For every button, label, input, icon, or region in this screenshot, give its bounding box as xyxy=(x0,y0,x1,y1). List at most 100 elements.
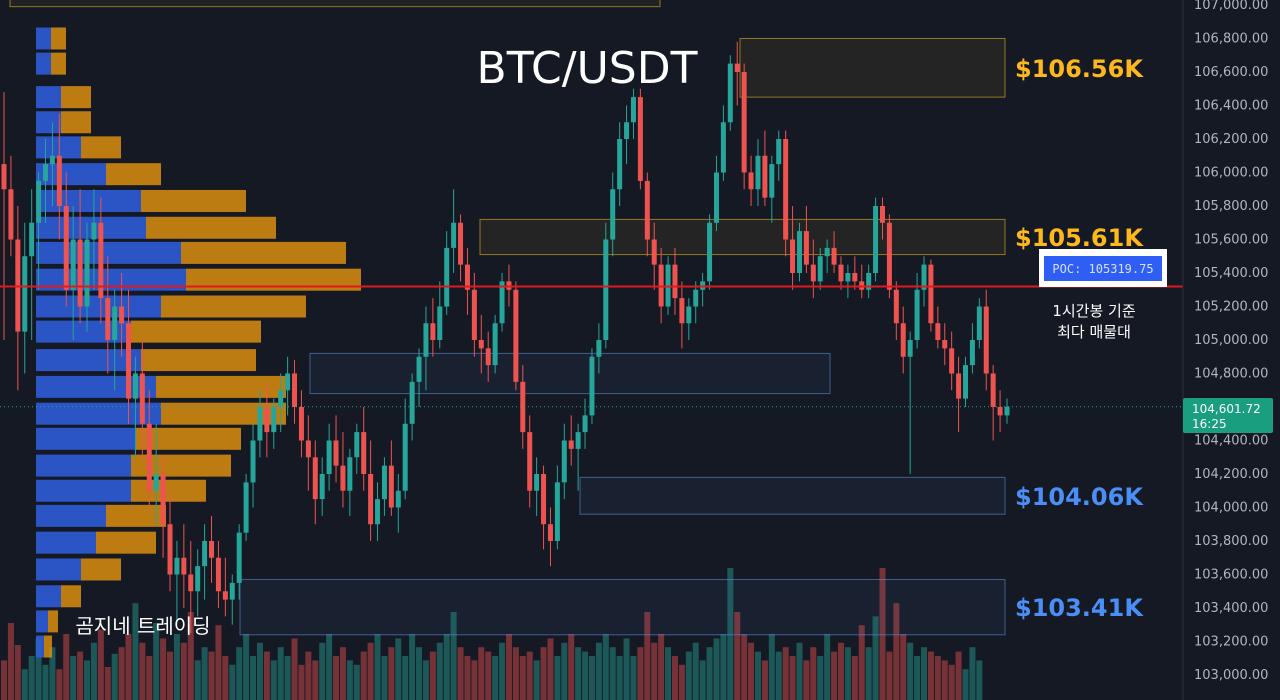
volume-bar xyxy=(77,651,84,700)
watermark: 곰지네 트레이딩 xyxy=(75,614,210,638)
candle-body xyxy=(755,155,761,190)
volume-bar xyxy=(457,647,464,700)
candle-body xyxy=(409,381,415,424)
price-axis-tick-label: 103,600.00 xyxy=(1194,568,1268,583)
volume-bar xyxy=(132,603,139,700)
volume-bar xyxy=(630,656,637,700)
volume-profile-buy-bar xyxy=(36,27,51,50)
candle-body xyxy=(817,256,823,282)
price-zone-label: $104.06K xyxy=(1015,483,1144,511)
volume-bar xyxy=(360,651,367,700)
candle-body xyxy=(1,164,7,190)
volume-profile-sell-bar xyxy=(61,585,81,608)
volume-bar xyxy=(388,647,395,700)
price-axis-tick-label: 106,200.00 xyxy=(1194,132,1268,147)
candle-body xyxy=(84,239,90,307)
candle-body xyxy=(91,222,97,240)
candle-body xyxy=(513,289,519,382)
volume-profile-buy-bar xyxy=(36,86,61,109)
candle-body xyxy=(949,348,955,374)
volume-bar xyxy=(353,664,360,700)
volume-bar xyxy=(941,660,948,700)
candle-body xyxy=(119,306,125,324)
volume-bar xyxy=(339,647,346,700)
candle-body xyxy=(36,180,42,223)
candle-body xyxy=(63,206,69,290)
volume-bar xyxy=(194,660,201,700)
price-zone-label: $105.61K xyxy=(1015,224,1144,252)
volume-bar xyxy=(201,647,208,700)
volume-bar xyxy=(948,664,955,700)
volume-bar xyxy=(858,625,865,700)
volume-bar xyxy=(533,660,540,700)
candle-body xyxy=(319,474,325,500)
volume-bar xyxy=(139,642,146,700)
volume-profile-sell-bar xyxy=(106,504,166,527)
volume-bar xyxy=(422,660,429,700)
candle-body xyxy=(845,273,851,282)
volume-profile-sell-bar xyxy=(181,241,346,264)
volume-profile-buy-bar xyxy=(36,349,141,372)
volume-bar xyxy=(748,642,755,700)
volume-bar xyxy=(7,623,14,700)
volume-profile-buy-bar xyxy=(36,241,181,264)
volume-bar xyxy=(104,667,111,700)
volume-bar xyxy=(685,651,692,700)
volume-profile-buy-bar xyxy=(36,610,48,633)
candle-body xyxy=(928,264,934,324)
volume-bar xyxy=(346,660,353,700)
volume-bar xyxy=(21,669,28,700)
candle-body xyxy=(485,348,491,366)
volume-profile-buy-bar xyxy=(36,402,161,425)
volume-bar xyxy=(540,647,547,700)
volume-profile-buy-bar xyxy=(36,479,131,502)
candle-body xyxy=(423,323,429,357)
candle-body xyxy=(651,239,657,265)
candle-body xyxy=(264,407,270,433)
candle-body xyxy=(292,373,298,407)
candle-body xyxy=(734,63,740,72)
volume-bar xyxy=(671,656,678,700)
volume-profile-sell-bar xyxy=(51,52,66,75)
candle-body xyxy=(575,432,581,449)
candle-body xyxy=(783,139,789,240)
reference-lines xyxy=(0,285,1183,408)
candle-body xyxy=(347,457,353,491)
volume-bar xyxy=(291,638,298,700)
volume-profile-sell-bar xyxy=(131,454,231,477)
mid-zone-box xyxy=(309,352,831,395)
candle-body xyxy=(43,164,49,181)
candle-body xyxy=(541,474,547,525)
candle-body xyxy=(527,432,533,491)
candle-body xyxy=(381,465,387,500)
volume-bar xyxy=(416,647,423,700)
volume-bar xyxy=(97,629,104,700)
candle-body xyxy=(790,239,796,273)
candle-body xyxy=(644,180,650,240)
volume-bar xyxy=(824,634,831,700)
volume-bar xyxy=(429,651,436,700)
candle-body xyxy=(49,155,55,165)
candlesticks xyxy=(1,41,1010,634)
candle-body xyxy=(29,222,35,257)
volume-profile-sell-bar xyxy=(131,320,261,343)
volume-bar xyxy=(934,656,941,700)
volume-bar xyxy=(215,625,222,700)
candle-body xyxy=(492,323,498,366)
volume-bar xyxy=(900,634,907,700)
volume-bar xyxy=(505,634,512,700)
candle-body xyxy=(893,289,899,324)
price-zone-box xyxy=(579,476,1006,515)
volume-bar xyxy=(367,642,374,700)
candle-body xyxy=(112,306,118,340)
volume-profile-sell-bar xyxy=(81,136,121,159)
volume-profile-sell-bar xyxy=(161,402,286,425)
candle-body xyxy=(312,457,318,500)
candle-body xyxy=(250,440,256,483)
candle-body xyxy=(464,264,470,290)
volume-profile xyxy=(36,27,361,658)
candle-body xyxy=(257,407,263,441)
price-axis-tick-label: 105,400.00 xyxy=(1194,266,1268,281)
volume-bar xyxy=(962,669,969,700)
